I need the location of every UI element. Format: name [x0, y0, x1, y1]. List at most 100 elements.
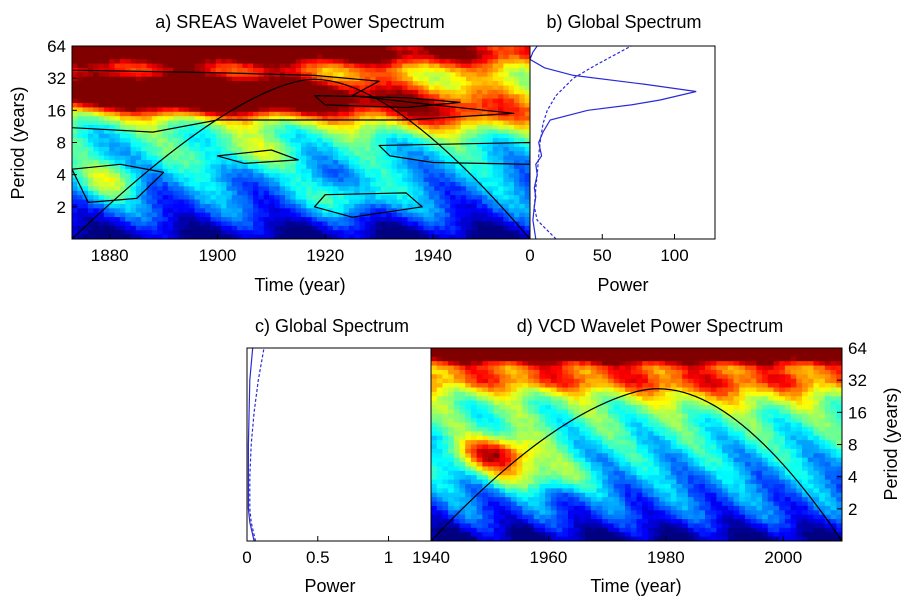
heatmap-d-cell — [482, 523, 489, 529]
heatmap-a-cell — [487, 129, 494, 135]
heatmap-d-cell — [505, 365, 512, 371]
heatmap-a-cell — [434, 151, 441, 157]
heatmap-a-cell — [242, 124, 249, 130]
heatmap-a-cell — [231, 98, 238, 104]
heatmap-a-cell — [178, 203, 185, 209]
heatmap-d-cell — [470, 409, 478, 415]
heatmap-a-cell — [370, 111, 377, 117]
heatmap-d-cell — [459, 523, 466, 529]
heatmap-a-cell — [514, 160, 520, 166]
heatmap-d-cell — [562, 374, 569, 380]
heatmap-d-cell — [539, 409, 546, 415]
heatmap-a-cell — [450, 85, 457, 91]
heatmap-a-cell — [157, 186, 164, 192]
heatmap-a-cell — [263, 67, 270, 73]
heatmap-d-cell — [550, 361, 558, 367]
heatmap-a-cell — [247, 120, 254, 126]
heatmap-d-cell — [568, 492, 575, 498]
heatmap-a-cell — [418, 160, 425, 166]
heatmap-d-cell — [442, 356, 449, 362]
heatmap-a-cell — [519, 85, 526, 91]
heatmap-a-cell — [524, 155, 530, 161]
heatmap-a-cell — [87, 111, 94, 117]
heatmap-a-cell — [487, 212, 494, 218]
heatmap-d-cell — [516, 365, 523, 371]
heatmap-d-cell — [442, 440, 449, 446]
heatmap-d-cell — [465, 470, 472, 476]
heatmap-d-cell — [510, 505, 518, 511]
heatmap-a-cell — [471, 203, 478, 209]
heatmap-d-cell — [579, 532, 586, 538]
heatmap-d-cell — [465, 405, 472, 411]
heatmap-a-cell — [210, 124, 217, 130]
heatmap-a-cell — [130, 234, 137, 239]
heatmap-a-cell — [109, 146, 116, 152]
heatmap-a-cell — [412, 186, 419, 192]
heatmap-a-cell — [221, 146, 228, 152]
heatmap-a-cell — [77, 168, 84, 174]
heatmap-a-cell — [375, 217, 382, 223]
heatmap-a-cell — [514, 46, 520, 51]
heatmap-a-cell — [498, 133, 504, 139]
heatmap-d-cell — [465, 479, 472, 485]
heatmap-a-cell — [157, 129, 164, 135]
heatmap-a-cell — [306, 120, 313, 126]
heatmap-d-cell — [533, 435, 541, 441]
heatmap-d-cell — [442, 422, 449, 428]
heatmap-a-cell — [167, 81, 174, 87]
heatmap-a-cell — [167, 50, 174, 56]
heatmap-a-cell — [253, 151, 259, 157]
heatmap-a-cell — [316, 59, 323, 65]
heatmap-a-cell — [258, 103, 265, 109]
heatmap-a-cell — [189, 173, 196, 179]
heatmap-a-cell — [471, 230, 478, 236]
heatmap-a-cell — [226, 59, 233, 65]
heatmap-d-cell — [528, 365, 535, 371]
heatmap-a-cell — [343, 107, 350, 113]
heatmap-a-cell — [359, 54, 366, 60]
heatmap-a-cell — [242, 177, 249, 183]
heatmap-a-cell — [354, 72, 361, 78]
heatmap-a-cell — [482, 120, 488, 126]
heatmap-a-cell — [364, 160, 371, 166]
heatmap-a-cell — [146, 133, 153, 139]
heatmap-d-cell — [459, 361, 466, 367]
heatmap-a-cell — [226, 168, 233, 174]
heatmap-a-cell — [157, 94, 164, 100]
heatmap-a-cell — [72, 72, 78, 78]
heatmap-d-cell — [510, 413, 518, 419]
heatmap-d-cell — [493, 400, 501, 406]
heatmap-a-cell — [380, 151, 387, 157]
heatmap-a-cell — [439, 50, 446, 56]
heatmap-a-cell — [492, 173, 499, 179]
heatmap-a-cell — [226, 212, 233, 218]
heatmap-d-cell — [493, 519, 501, 525]
heatmap-a-cell — [402, 120, 409, 126]
heatmap-d-cell — [562, 514, 569, 520]
heatmap-a-cell — [210, 155, 217, 161]
heatmap-a-cell — [492, 94, 499, 100]
heatmap-d-cell — [568, 440, 575, 446]
heatmap-a-cell — [503, 221, 510, 227]
heatmap-a-cell — [508, 173, 515, 179]
heatmap-a-cell — [311, 208, 318, 214]
heatmap-d-cell — [459, 413, 466, 419]
heatmap-d-cell — [465, 361, 472, 367]
heatmap-a-cell — [476, 160, 483, 166]
heatmap-a-cell — [370, 212, 377, 218]
heatmap-a-cell — [386, 50, 393, 56]
heatmap-a-cell — [119, 138, 126, 144]
heatmap-a-cell — [306, 85, 313, 91]
heatmap-a-cell — [370, 160, 377, 166]
heatmap-a-cell — [402, 217, 409, 223]
heatmap-a-cell — [418, 217, 425, 223]
heatmap-a-cell — [173, 160, 180, 166]
heatmap-d-cell — [453, 488, 461, 494]
heatmap-a-cell — [290, 111, 297, 117]
heatmap-a-cell — [221, 181, 228, 187]
heatmap-a-cell — [183, 230, 190, 236]
heatmap-a-cell — [428, 230, 435, 236]
heatmap-a-cell — [242, 103, 249, 109]
heatmap-a-cell — [492, 107, 499, 113]
heatmap-a-cell — [247, 195, 254, 201]
